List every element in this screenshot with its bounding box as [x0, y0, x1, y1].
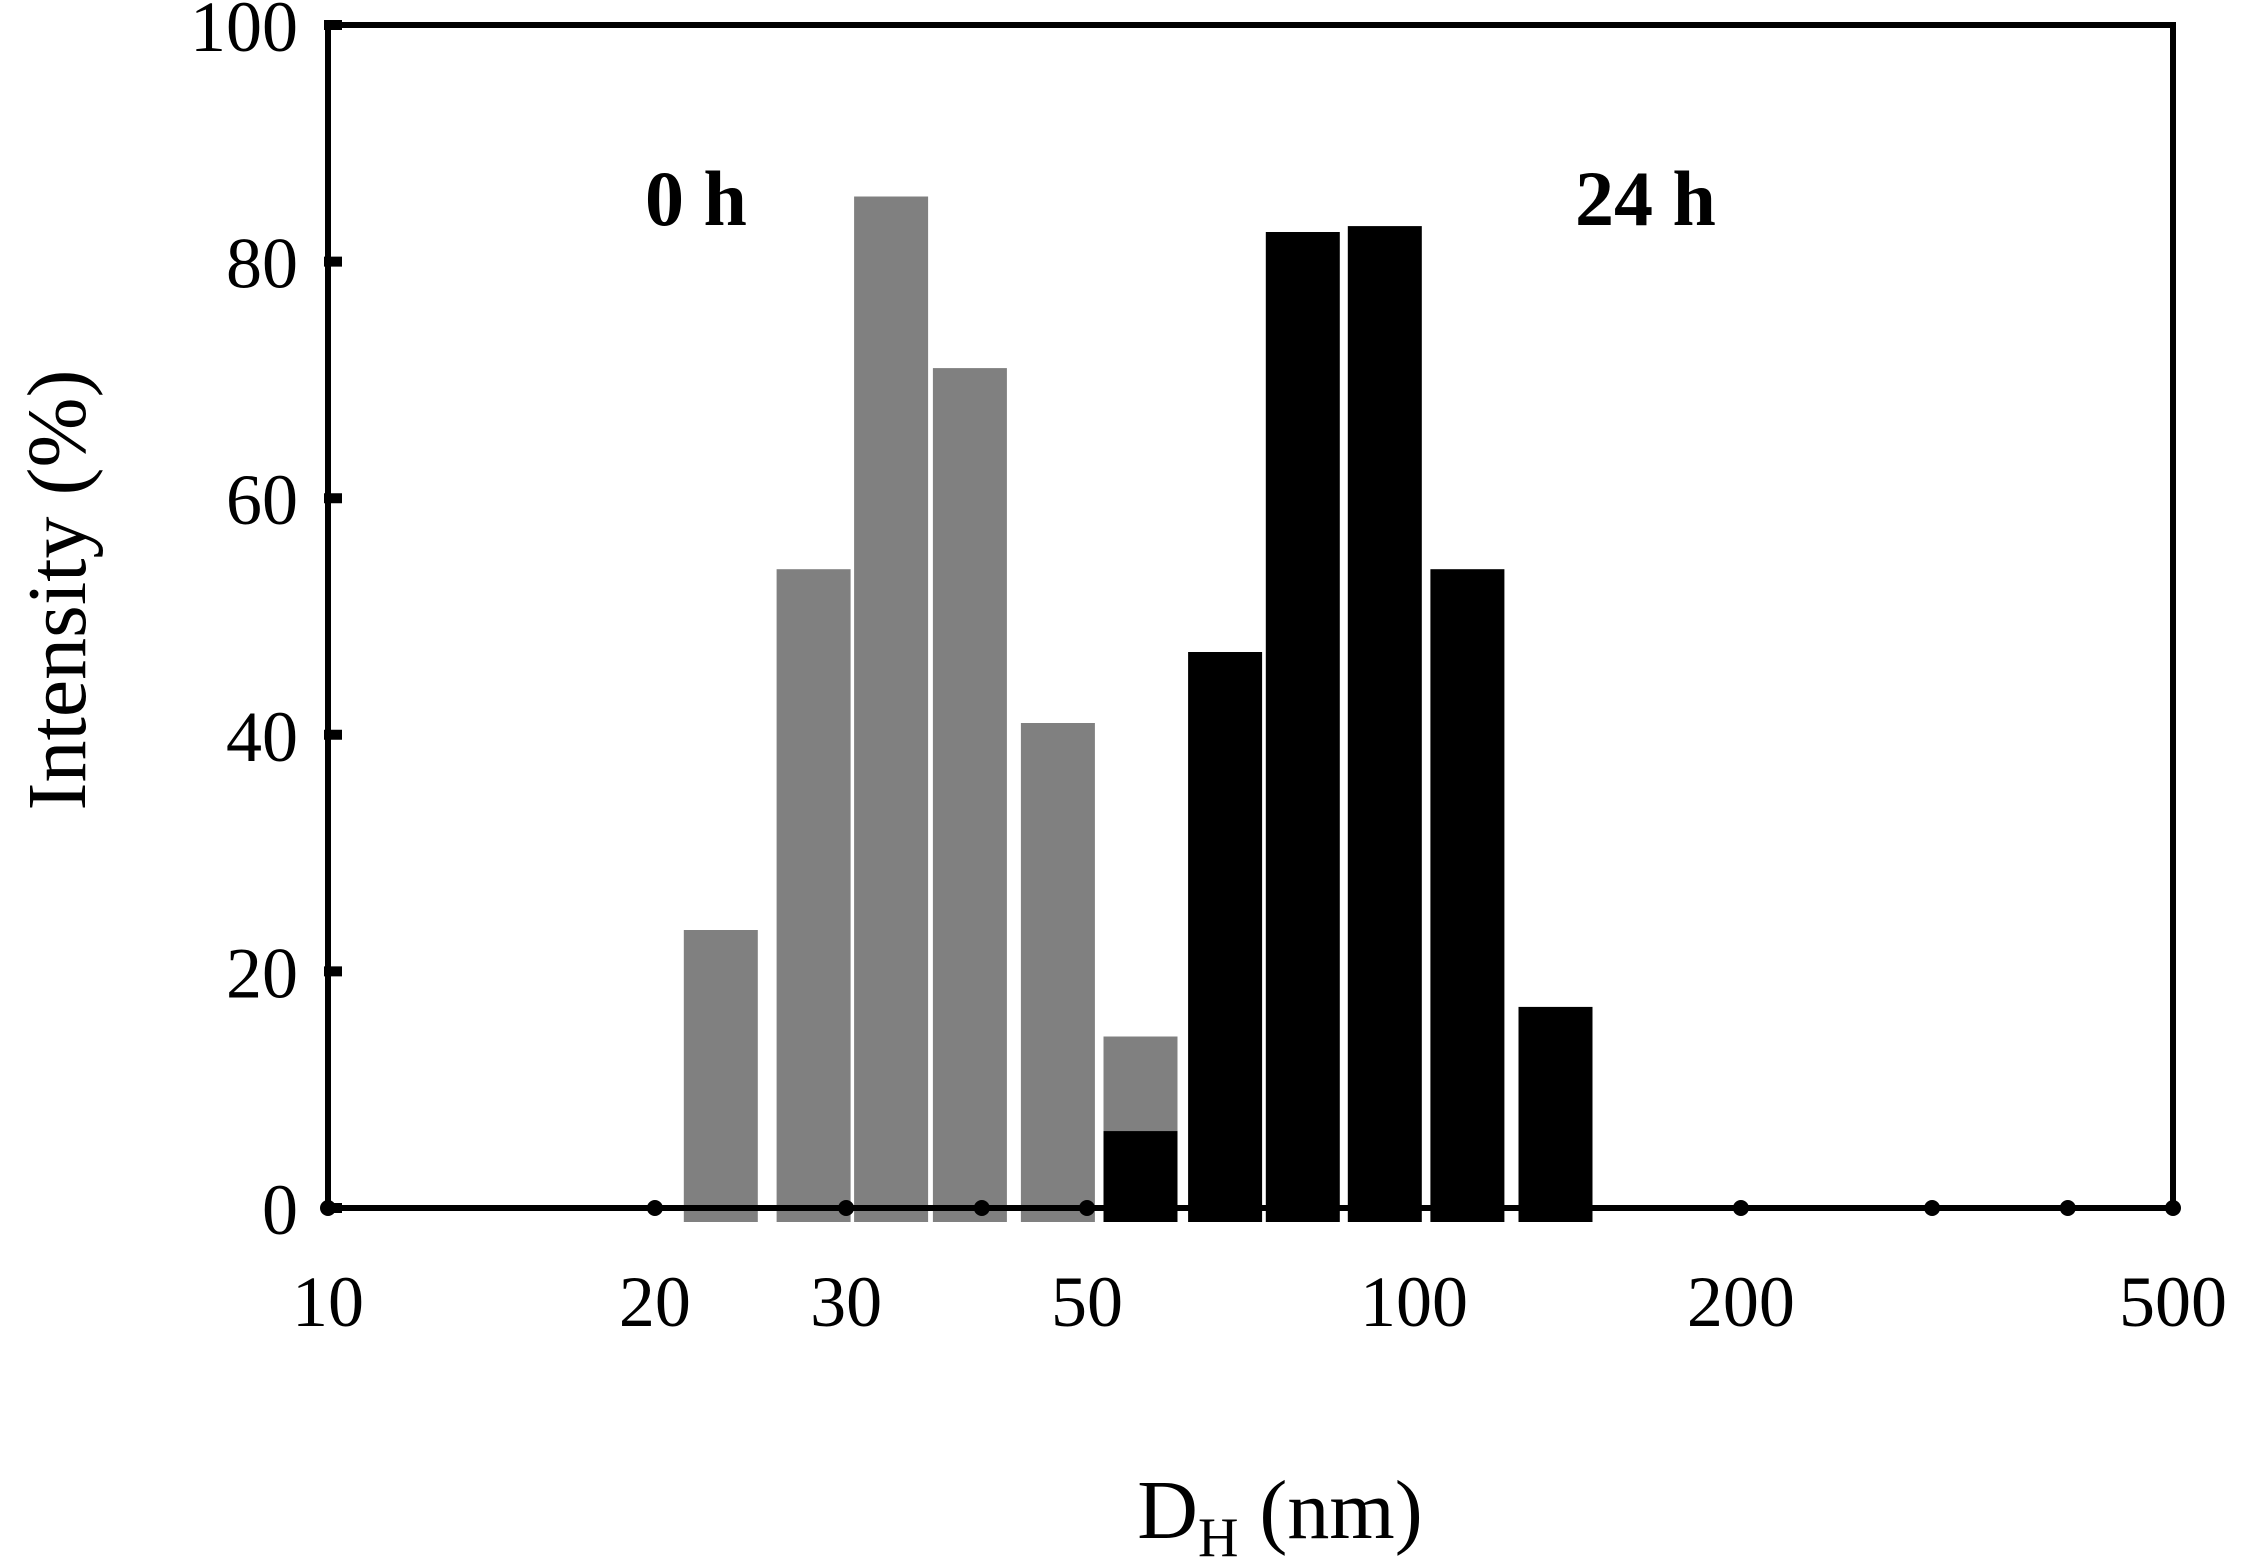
bar-series0-2	[854, 196, 929, 1222]
x-tick-mark	[2165, 1200, 2181, 1216]
plot-frame	[325, 22, 2176, 1211]
x-tick-label: 10	[292, 1262, 364, 1342]
axes-layer	[325, 22, 2176, 1211]
x-tick-mark	[1406, 1200, 1422, 1216]
x-tick-label: 100	[1360, 1262, 1468, 1342]
bar-series1-5	[1518, 1006, 1593, 1222]
bar-series1-3	[1347, 226, 1422, 1223]
x-minor-tick-mark	[1924, 1200, 1941, 1216]
x-tick-label: 50	[1051, 1262, 1123, 1342]
ticks-layer: 10 20 30 50 100 200 500 0 20 40 60 80 100	[190, 0, 2227, 1342]
series-label-0h: 0 h	[645, 155, 747, 242]
y-tick-label: 20	[226, 933, 298, 1013]
y-tick-label: 100	[190, 0, 298, 67]
bar-series0-4	[1020, 723, 1095, 1222]
bars-layer	[683, 196, 1593, 1223]
x-tick-label: 20	[619, 1262, 691, 1342]
x-axis-title: DH (nm)	[1137, 1464, 1422, 1558]
bar-series0-1	[776, 569, 851, 1222]
bar-series1-2	[1265, 232, 1340, 1222]
x-tick-label: 30	[810, 1262, 882, 1342]
series-label-24h: 24 h	[1575, 155, 1716, 242]
x-tick-mark	[838, 1200, 855, 1216]
bar-series1-4	[1430, 569, 1505, 1222]
y-tick-label: 60	[226, 460, 298, 540]
x-tick-label: 200	[1687, 1262, 1795, 1342]
x-tick-mark	[646, 1200, 663, 1216]
y-tick-label: 0	[262, 1170, 298, 1250]
x-minor-tick-mark	[2059, 1200, 2076, 1216]
x-tick-mark	[1732, 1200, 1749, 1216]
y-axis-title: Intensity (%)	[11, 370, 104, 811]
x-axis-title-sub: H	[1198, 1507, 1238, 1558]
x-tick-label: 500	[2119, 1262, 2227, 1342]
x-axis-title-main: D	[1137, 1464, 1198, 1557]
bar-series0-0	[683, 930, 758, 1222]
bar-series0-3	[932, 368, 1007, 1223]
x-minor-tick-mark	[973, 1200, 990, 1216]
x-axis-title-unit: (nm)	[1238, 1464, 1422, 1557]
y-tick-label: 80	[226, 224, 298, 304]
bar-series1-1	[1188, 652, 1263, 1222]
x-tick-mark	[1079, 1200, 1095, 1216]
y-tick-label: 40	[226, 697, 298, 777]
